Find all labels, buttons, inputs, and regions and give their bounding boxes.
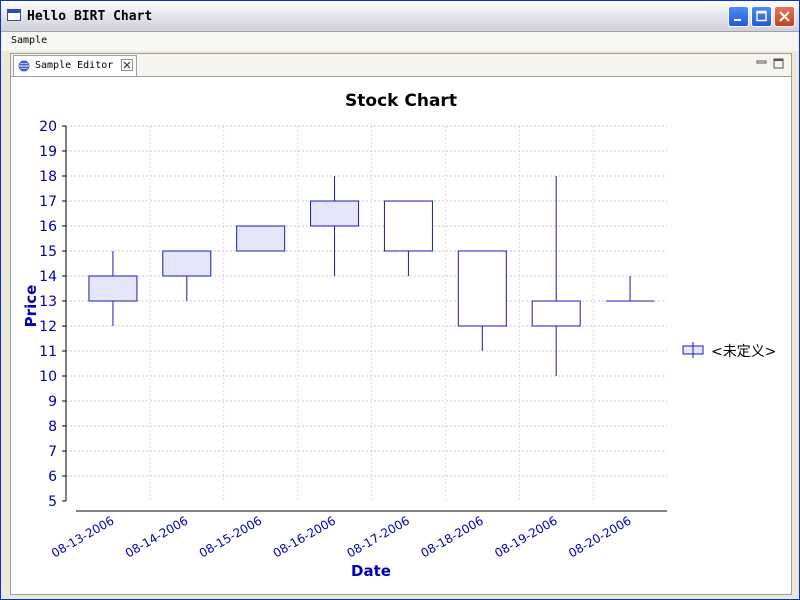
minimize-button[interactable] bbox=[728, 6, 749, 27]
x-axis-ticks: 08-13-2006 08-14-2006 08-15-2006 08-16-2006… bbox=[49, 513, 634, 560]
close-window-button[interactable] bbox=[774, 6, 795, 27]
candlestick bbox=[88, 251, 138, 326]
x-tick-label: 08-19-2006 bbox=[492, 513, 559, 560]
chart-title: Stock Chart bbox=[345, 91, 457, 111]
x-tick-label: 08-20-2006 bbox=[566, 513, 633, 560]
candlestick bbox=[236, 225, 286, 252]
x-axis-title: Date bbox=[351, 562, 391, 580]
y-tick-label: 16 bbox=[39, 219, 57, 235]
y-tick-label: 15 bbox=[39, 244, 57, 260]
chart-icon bbox=[18, 60, 30, 72]
candlestick bbox=[383, 200, 433, 276]
chart-legend: <未定义> bbox=[682, 342, 776, 360]
y-tick-label: 12 bbox=[39, 319, 57, 335]
menu-item-sample[interactable]: Sample bbox=[11, 35, 48, 46]
y-tick-label: 13 bbox=[39, 294, 57, 310]
candlestick bbox=[531, 176, 581, 376]
y-tick-label: 9 bbox=[48, 394, 57, 410]
chart-canvas: Stock Chart 5 6 7 8 9 10 11 12 13 14 15 16 17 18 19 20 … bbox=[11, 76, 791, 594]
stock-chart: Stock Chart 567891011121314151617181920 … bbox=[22, 91, 776, 580]
menu-bar: Sample bbox=[2, 32, 798, 51]
candle-body bbox=[162, 250, 212, 277]
chart-axes bbox=[65, 126, 667, 512]
window-title: Hello BIRT Chart bbox=[27, 9, 153, 24]
candlestick bbox=[606, 276, 655, 302]
x-tick-label: 08-14-2006 bbox=[123, 513, 190, 560]
y-tick-label: 7 bbox=[48, 444, 57, 460]
maximize-icon bbox=[756, 10, 767, 22]
x-tick-label: 08-17-2006 bbox=[345, 513, 412, 560]
candle-body bbox=[310, 200, 360, 227]
y-axis-ticks: 5 6 7 8 9 10 11 12 13 14 15 16 17 18 19 20 bbox=[39, 119, 66, 510]
tab-label: Sample Editor bbox=[35, 60, 114, 71]
x-tick-label: 08-18-2006 bbox=[418, 513, 485, 560]
y-tick-label: 6 bbox=[48, 469, 57, 485]
editor-tabstrip: Sample Editor bbox=[11, 54, 791, 77]
editor-panel: Sample Editor Stock Chart 5 6 7 8 9 10 11 12 13 1… bbox=[10, 53, 792, 595]
minimize-icon[interactable] bbox=[756, 58, 767, 69]
minimize-icon bbox=[734, 19, 741, 21]
tab-sample-editor[interactable]: Sample Editor bbox=[13, 55, 137, 76]
x-tick-label: 08-13-2006 bbox=[49, 513, 116, 560]
candlestick bbox=[457, 250, 507, 351]
candlestick bbox=[310, 176, 360, 276]
y-tick-label: 11 bbox=[39, 344, 57, 360]
x-tick-label: 08-15-2006 bbox=[197, 513, 264, 560]
candle-body bbox=[457, 250, 507, 327]
legend-entry: <未定义> bbox=[711, 344, 776, 360]
maximize-icon[interactable] bbox=[773, 58, 784, 69]
window-icon bbox=[7, 9, 21, 21]
y-axis-title: Price bbox=[22, 285, 40, 328]
x-tick-label: 08-16-2006 bbox=[271, 513, 338, 560]
title-bar[interactable]: Hello BIRT Chart bbox=[1, 1, 799, 32]
close-icon bbox=[779, 11, 790, 22]
y-tick-label: 10 bbox=[39, 369, 57, 385]
y-tick-label: 17 bbox=[39, 194, 57, 210]
candle-body bbox=[236, 225, 286, 252]
y-tick-label: 18 bbox=[39, 169, 57, 185]
y-tick-label: 8 bbox=[48, 419, 57, 435]
candle-body bbox=[531, 300, 581, 327]
y-tick-label: 19 bbox=[39, 144, 57, 160]
candlestick-series bbox=[88, 176, 655, 376]
maximize-button[interactable] bbox=[751, 6, 772, 27]
y-tick-label: 14 bbox=[39, 269, 57, 285]
y-tick-label: 20 bbox=[39, 119, 57, 135]
candle-body bbox=[383, 200, 433, 252]
close-icon[interactable] bbox=[121, 59, 133, 71]
candle-body bbox=[88, 275, 138, 302]
candlestick bbox=[162, 250, 212, 301]
y-tick-label: 5 bbox=[48, 494, 57, 510]
